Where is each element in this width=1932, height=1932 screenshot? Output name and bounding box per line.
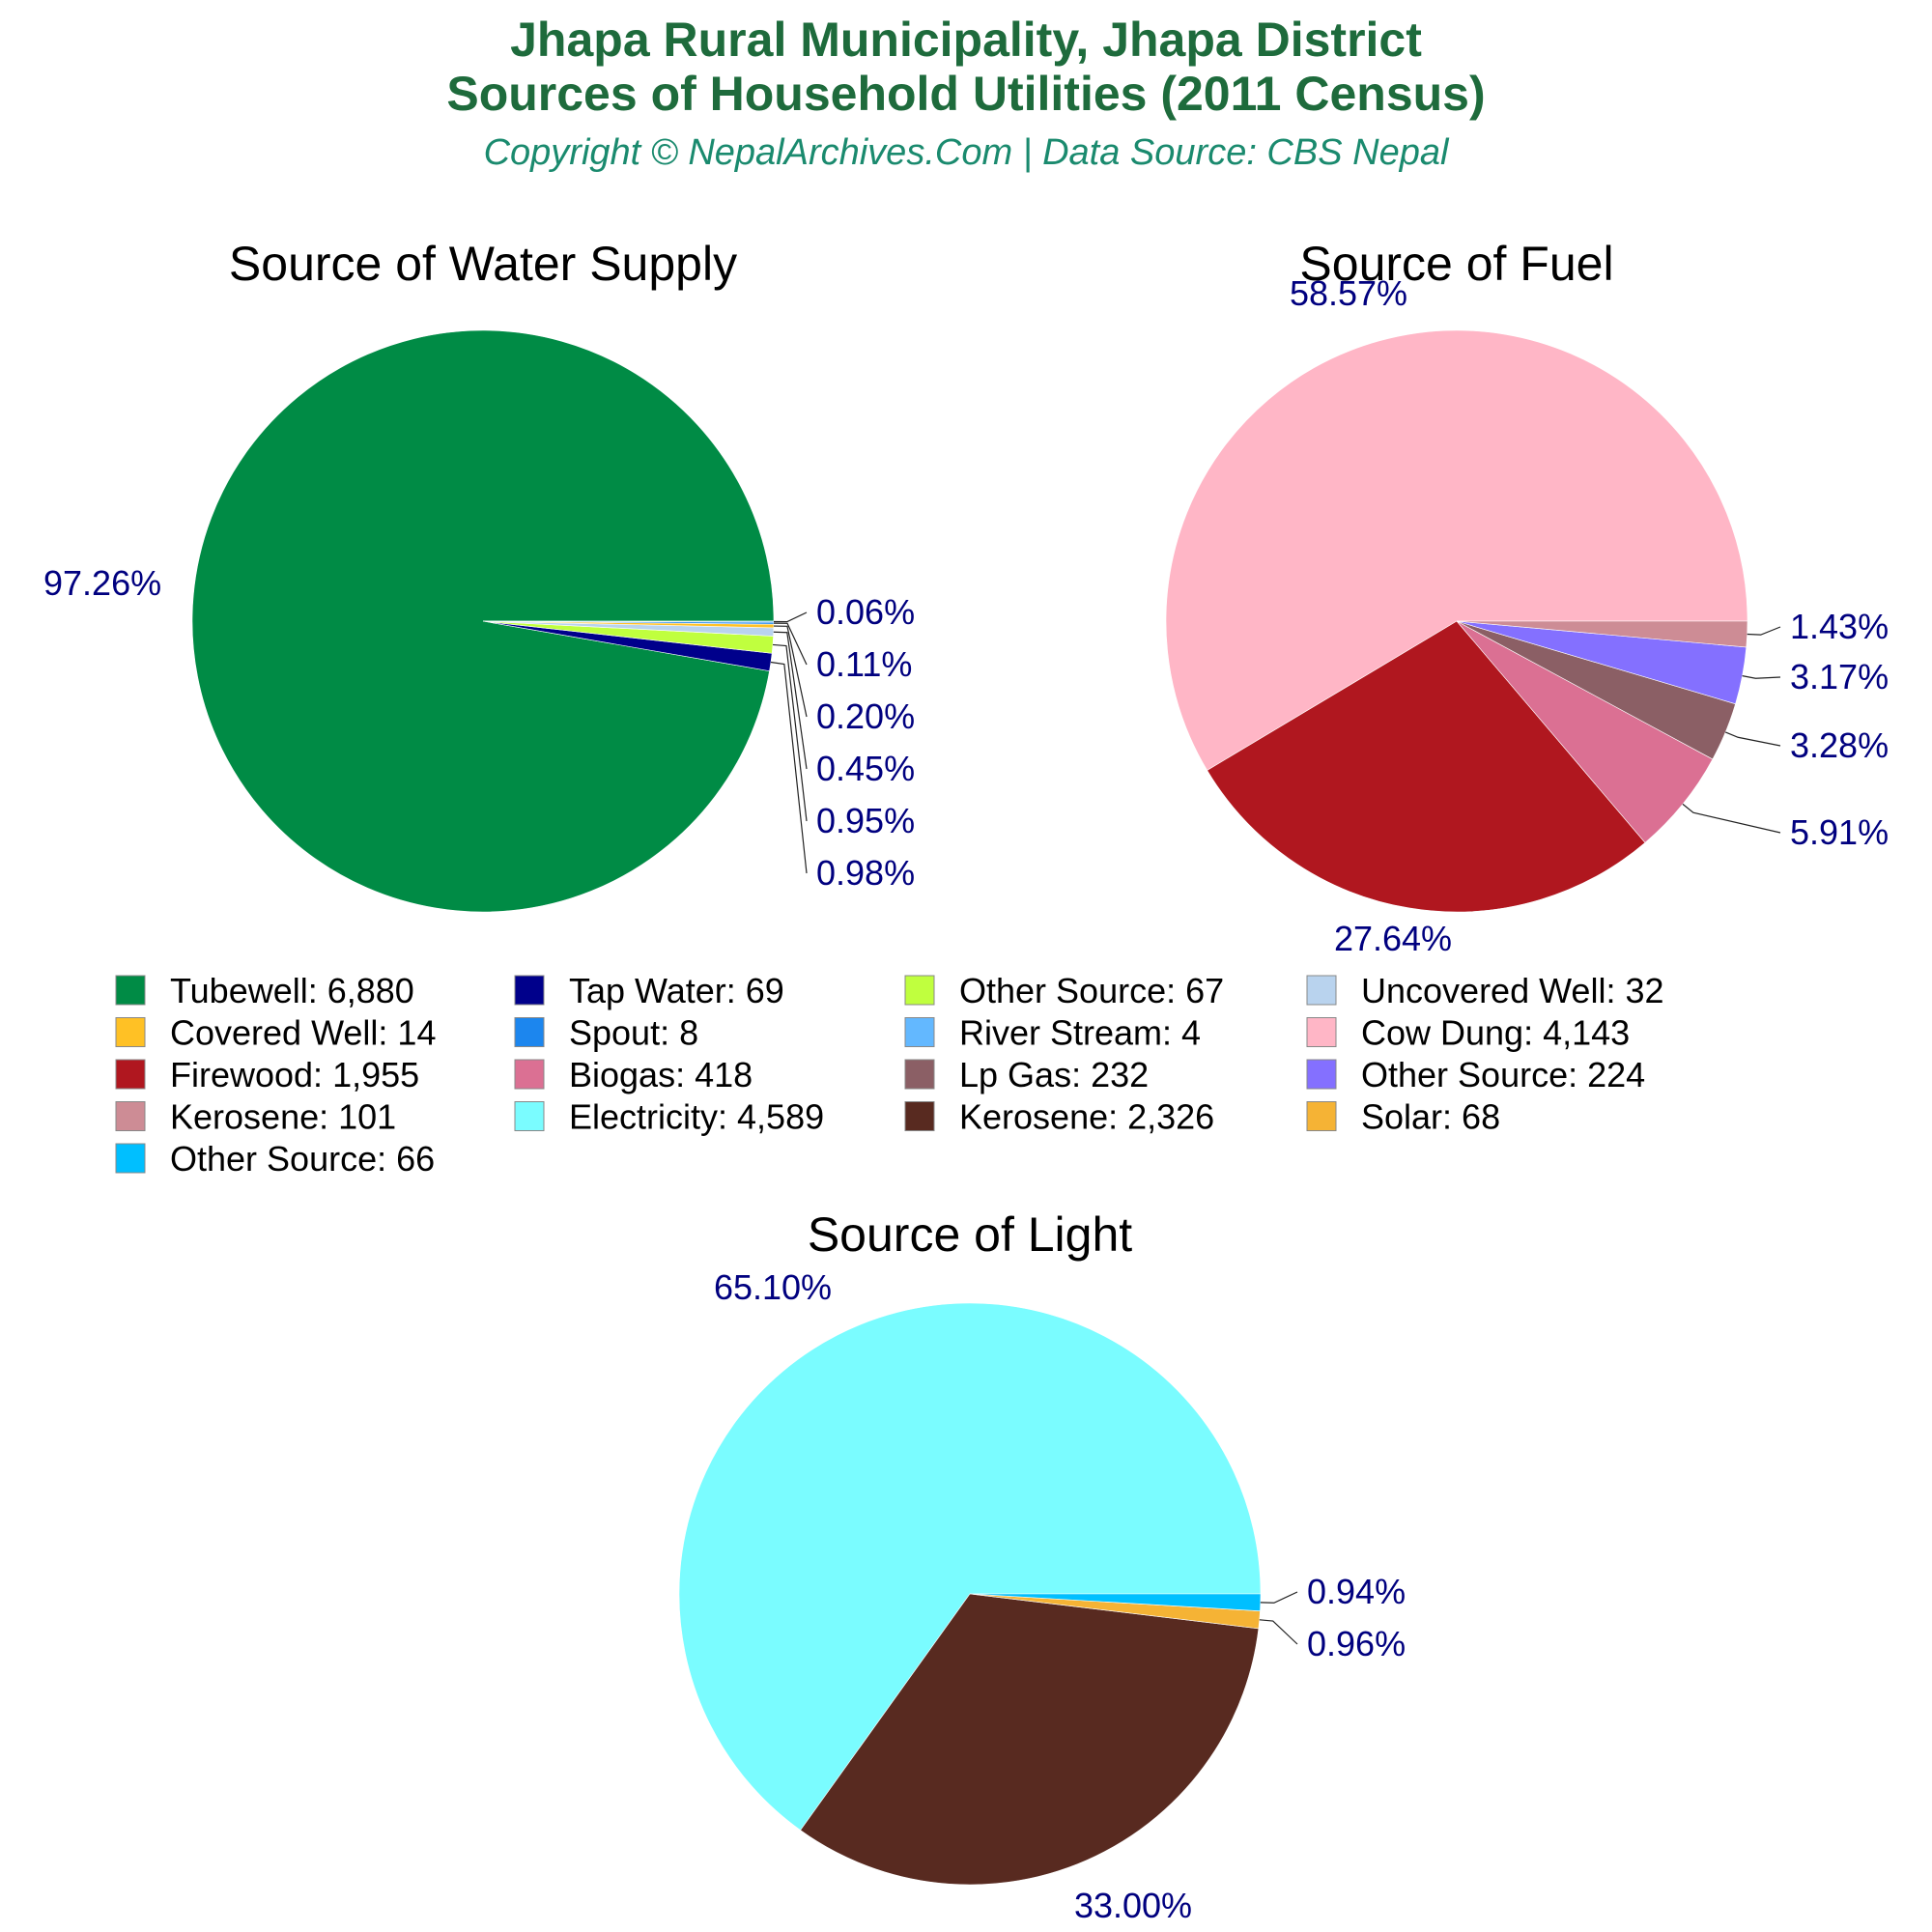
- pct-label-tubewell: 97.26%: [43, 563, 161, 603]
- legend-item-firewood-1-955: Firewood: 1,955: [115, 1055, 419, 1094]
- pct-label-other-source: 0.94%: [1307, 1572, 1406, 1611]
- legend-item-other-source-66: Other Source: 66: [115, 1139, 435, 1179]
- copyright-subtitle: Copyright © NepalArchives.Com | Data Sou…: [484, 132, 1450, 173]
- legend-item-cow-dung-4-143: Cow Dung: 4,143: [1306, 1013, 1630, 1053]
- pct-label-biogas: 5.91%: [1790, 812, 1889, 852]
- pct-label-other-source: 3.17%: [1790, 657, 1889, 696]
- legend-swatch: [904, 1017, 935, 1047]
- legend-label: Kerosene: 101: [170, 1097, 396, 1137]
- legend-item-tubewell-6-880: Tubewell: 6,880: [115, 971, 414, 1010]
- legend-swatch: [115, 1059, 146, 1090]
- legend-label: Tap Water: 69: [569, 971, 784, 1010]
- legend-swatch: [115, 1101, 146, 1131]
- pct-label-tap-water: 0.98%: [816, 853, 915, 893]
- pie-slice-firewood: [1207, 620, 1646, 913]
- legend-item-covered-well-14: Covered Well: 14: [115, 1013, 436, 1053]
- fuel-pie: 58.57% 27.64% 1.43% 3.17% 3.28% 5.91%: [1165, 273, 1889, 958]
- leader-line-tap-water: [770, 661, 808, 874]
- pie-slice-river-stream: [482, 620, 775, 623]
- leader-line-uncovered-well: [773, 631, 808, 770]
- legend-label: Firewood: 1,955: [170, 1055, 419, 1094]
- legend-swatch: [1306, 1101, 1337, 1131]
- leader-line-spout: [773, 622, 808, 666]
- leader-line-other-source: [1742, 675, 1781, 679]
- main-title-line1: Jhapa Rural Municipality, Jhapa District: [510, 13, 1422, 67]
- pie-slice-kerosene: [800, 1593, 1260, 1886]
- leader-line-solar: [1259, 1619, 1298, 1645]
- legend-swatch: [1306, 975, 1337, 1006]
- leader-line-other-source: [772, 643, 808, 822]
- leader-line-other-source: [1260, 1591, 1298, 1604]
- pct-label-cow-dung: 58.57%: [1290, 273, 1407, 313]
- pct-label-lp-gas: 3.28%: [1790, 725, 1889, 765]
- legend-label: Other Source: 66: [170, 1139, 435, 1179]
- water-pie-title: Source of Water Supply: [229, 237, 737, 291]
- legend-label: Other Source: 67: [959, 971, 1224, 1010]
- legend-swatch: [115, 975, 146, 1006]
- legend-item-other-source-67: Other Source: 67: [904, 971, 1224, 1010]
- leader-line-covered-well: [773, 625, 808, 718]
- legend-swatch: [1306, 1059, 1337, 1090]
- legend-swatch: [514, 1017, 545, 1047]
- pct-label-electricity: 65.10%: [714, 1267, 832, 1307]
- legend-label: Cow Dung: 4,143: [1361, 1013, 1630, 1053]
- light-pie-title: Source of Light: [808, 1208, 1132, 1262]
- leader-line-kerosene: [1747, 626, 1781, 636]
- legend-label: Kerosene: 2,326: [959, 1097, 1214, 1137]
- pct-label-other-source: 0.95%: [816, 801, 915, 840]
- leader-line-river-stream: [773, 611, 808, 623]
- legend-label: River Stream: 4: [959, 1013, 1201, 1053]
- fuel-pie-title: Source of Fuel: [1299, 237, 1613, 291]
- pct-label-uncovered-well: 0.45%: [816, 749, 915, 788]
- pct-label-covered-well: 0.20%: [816, 696, 915, 736]
- legend-swatch: [514, 975, 545, 1006]
- legend-label: Biogas: 418: [569, 1055, 753, 1094]
- legend-item-electricity-4-589: Electricity: 4,589: [514, 1097, 824, 1137]
- pct-label-firewood: 27.64%: [1334, 919, 1452, 958]
- pct-label-kerosene: 33.00%: [1074, 1886, 1192, 1925]
- legend-item-river-stream-4: River Stream: 4: [904, 1013, 1201, 1053]
- legend-item-tap-water-69: Tap Water: 69: [514, 971, 784, 1010]
- leader-line-lp-gas: [1724, 731, 1781, 747]
- legend-item-solar-68: Solar: 68: [1306, 1097, 1500, 1137]
- legend-label: Solar: 68: [1361, 1097, 1500, 1137]
- pie-slice-electricity: [678, 1302, 1262, 1832]
- pie-slice-cow-dung: [1165, 329, 1748, 771]
- legend-item-other-source-224: Other Source: 224: [1306, 1055, 1645, 1094]
- legend-label: Electricity: 4,589: [569, 1097, 824, 1137]
- legend-label: Spout: 8: [569, 1013, 698, 1053]
- pct-label-river-stream: 0.06%: [816, 592, 915, 632]
- legend-swatch: [904, 1059, 935, 1090]
- legend-item-uncovered-well-32: Uncovered Well: 32: [1306, 971, 1664, 1010]
- legend-swatch: [115, 1143, 146, 1174]
- legend-item-lp-gas-232: Lp Gas: 232: [904, 1055, 1149, 1094]
- legend-swatch: [904, 975, 935, 1006]
- legend-label: Uncovered Well: 32: [1361, 971, 1664, 1010]
- legend-swatch: [904, 1101, 935, 1131]
- legend-item-kerosene-2-326: Kerosene: 2,326: [904, 1097, 1214, 1137]
- pct-label-solar: 0.96%: [1307, 1624, 1406, 1663]
- pct-label-spout: 0.11%: [816, 644, 912, 684]
- legend-item-biogas-418: Biogas: 418: [514, 1055, 753, 1094]
- legend-label: Tubewell: 6,880: [170, 971, 414, 1010]
- legend-swatch: [1306, 1017, 1337, 1047]
- legend-label: Covered Well: 14: [170, 1013, 436, 1053]
- legend-label: Other Source: 224: [1361, 1055, 1645, 1094]
- legend-label: Lp Gas: 232: [959, 1055, 1149, 1094]
- pct-label-kerosene: 1.43%: [1790, 607, 1889, 646]
- legend-item-spout-8: Spout: 8: [514, 1013, 698, 1053]
- legend: Tubewell: 6,880 Tap Water: 69 Other Source…: [115, 971, 1664, 1179]
- legend-item-kerosene-101: Kerosene: 101: [115, 1097, 396, 1137]
- legend-swatch: [115, 1017, 146, 1047]
- light-pie: 65.10% 33.00% 0.94% 0.96%: [678, 1267, 1406, 1925]
- legend-swatch: [514, 1101, 545, 1131]
- main-title-line2: Sources of Household Utilities (2011 Cen…: [446, 67, 1485, 121]
- legend-swatch: [514, 1059, 545, 1090]
- water-supply-pie: 97.26% 0.06% 0.11% 0.20% 0.45% 0.95% 0.98%: [43, 329, 915, 913]
- leader-line-biogas: [1682, 803, 1781, 834]
